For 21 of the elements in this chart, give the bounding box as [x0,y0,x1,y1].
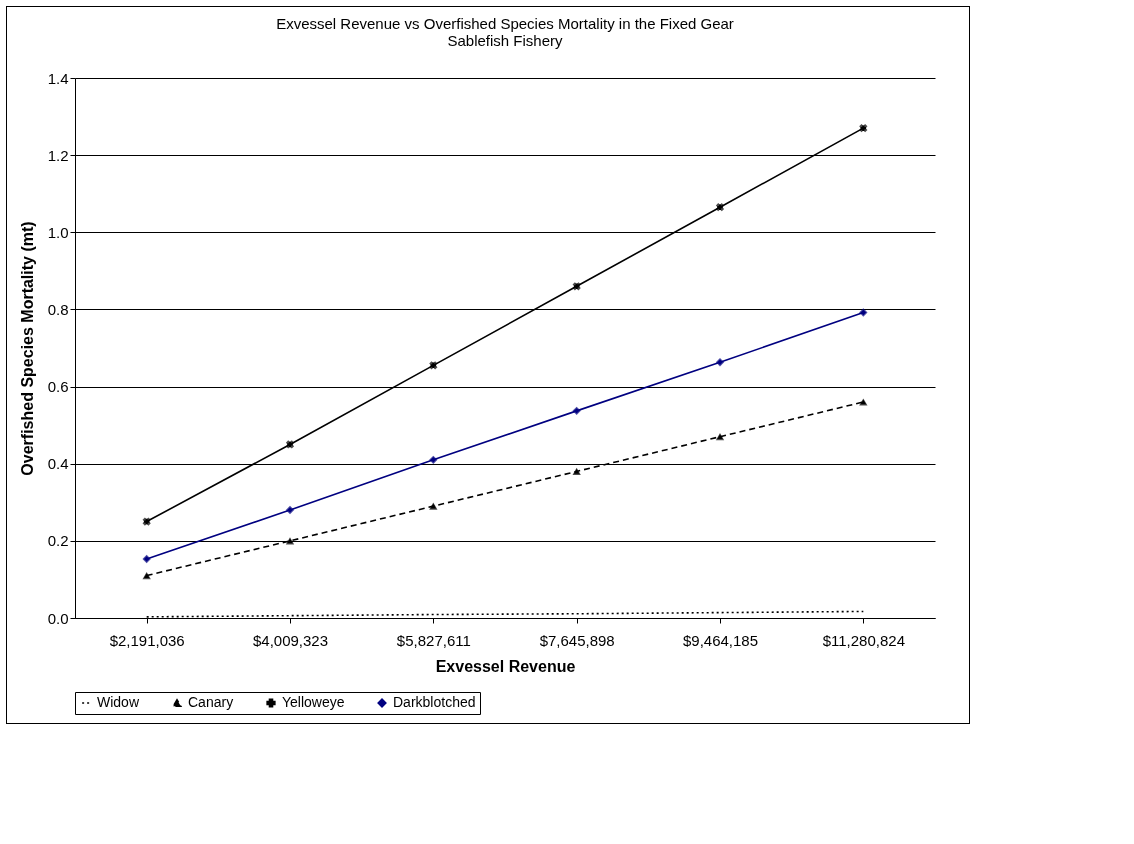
y-tick-label: 0.2 [47,532,69,550]
legend-label: Canary [188,694,234,710]
y-tick-label: 0.8 [47,300,69,318]
x-tick-label: $9,464,185 [682,631,759,649]
x-tick-label: $11,280,824 [822,631,905,649]
x-tick-label: $4,009,323 [252,631,329,649]
y-tick-label: 0.0 [47,609,69,627]
legend-label: Darkblotched [393,694,476,710]
x-axis-title: Exvessel Revenue [435,657,576,675]
y-tick-label: 1.2 [47,146,69,164]
legend-label: Yelloweye [282,694,345,710]
y-tick-label: 1.0 [47,223,69,241]
y-tick-label: 0.4 [47,455,69,473]
y-tick-label: 1.4 [47,69,69,87]
chart-title: Exvessel Revenue vs Overfished Species Mortality in the Fixed Gear Sablefish Fishery [276,15,734,49]
y-tick-label: 0.6 [47,378,69,396]
y-axis-title: Overfished Species Mortality (mt) [18,221,36,476]
x-tick-label: $7,645,898 [539,631,615,649]
x-tick-label: $5,827,611 [396,631,471,649]
legend-label: Widow [97,694,140,710]
x-tick-label: $2,191,036 [109,631,185,649]
